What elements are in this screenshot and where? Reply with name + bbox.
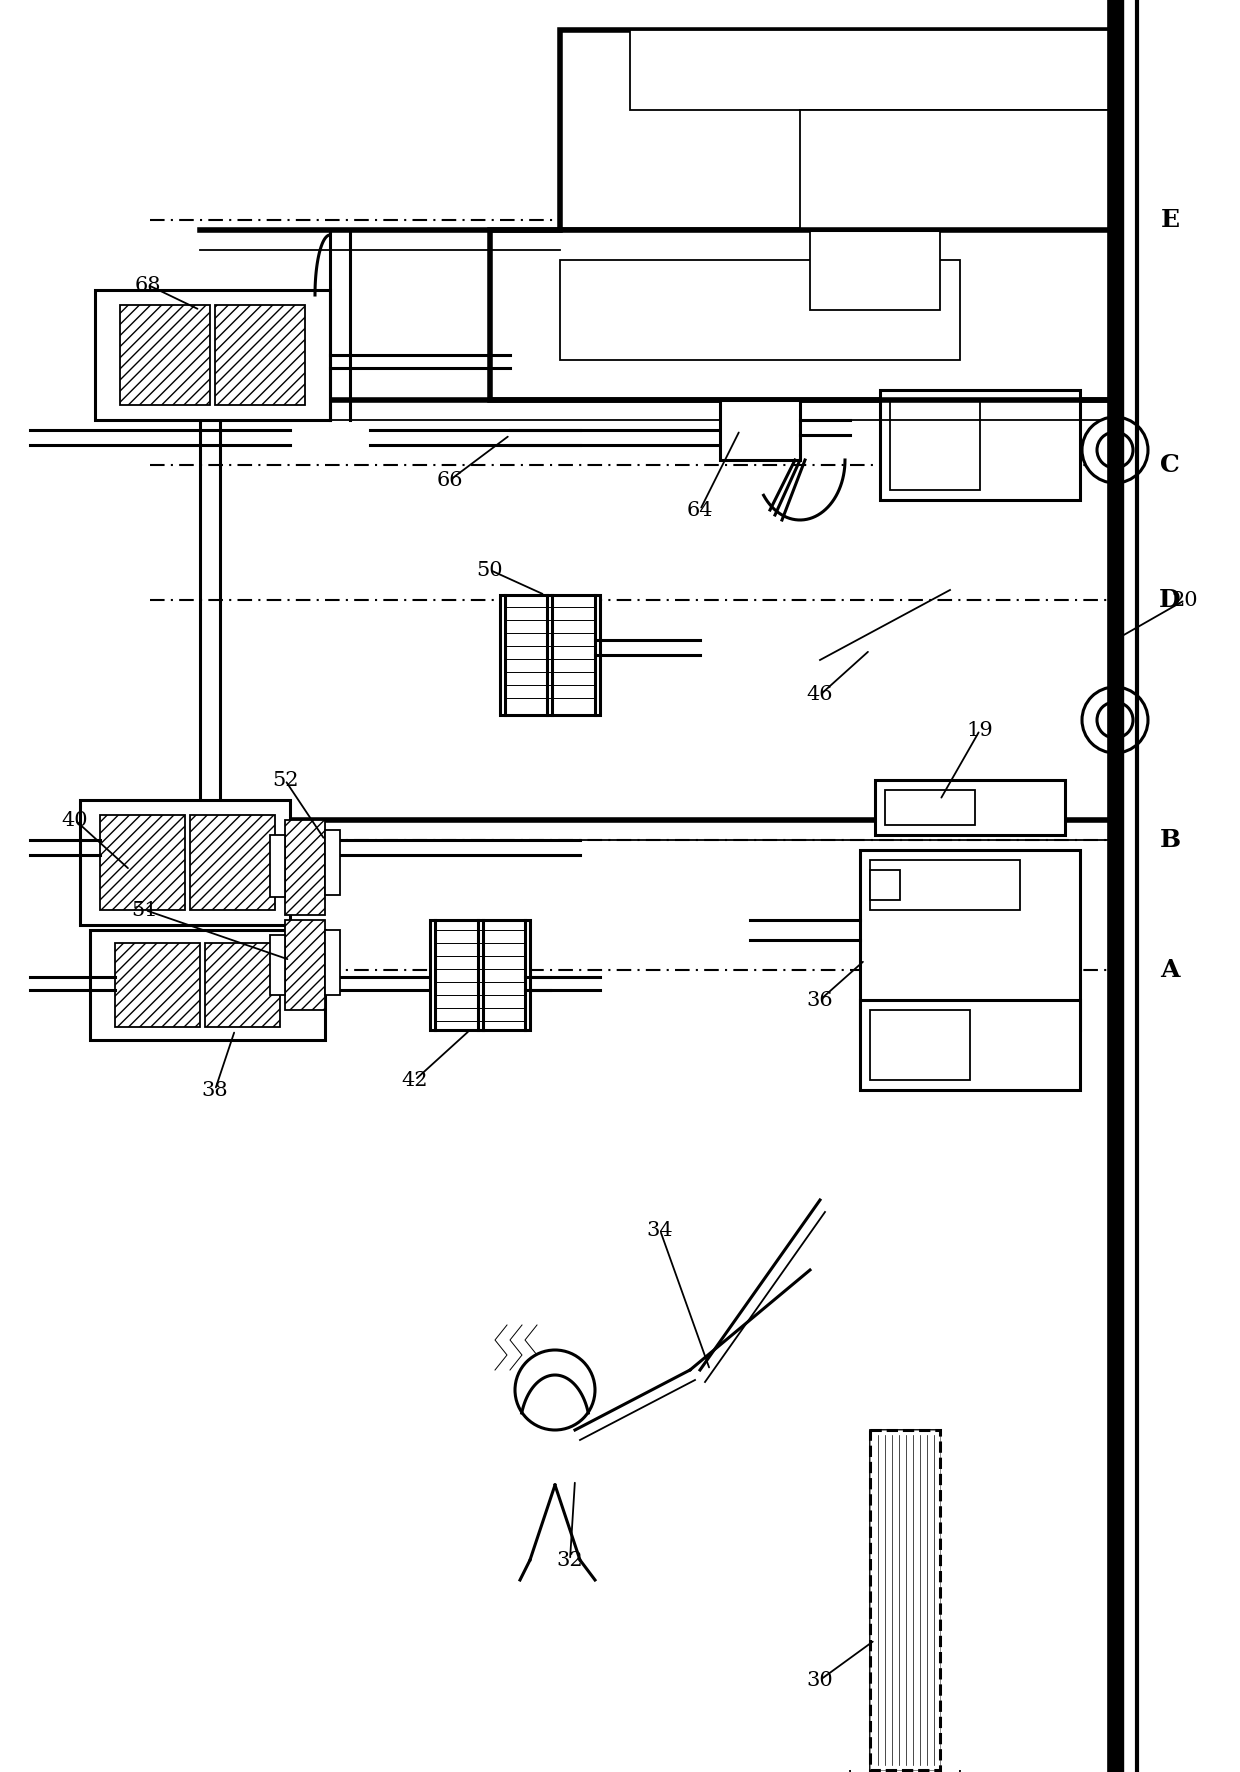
- Bar: [270, 835, 285, 897]
- Text: B: B: [1159, 828, 1180, 852]
- Bar: [100, 815, 185, 911]
- Bar: [870, 859, 1021, 911]
- Bar: [861, 851, 1080, 1030]
- Text: 51: 51: [131, 900, 159, 920]
- Bar: [810, 230, 940, 310]
- Text: 66: 66: [436, 471, 464, 489]
- Text: 30: 30: [807, 1671, 833, 1689]
- Text: E: E: [1161, 207, 1179, 232]
- Text: D: D: [1159, 588, 1180, 611]
- Bar: [720, 400, 800, 461]
- Bar: [560, 260, 960, 360]
- Text: 19: 19: [967, 721, 993, 739]
- Text: 32: 32: [557, 1550, 583, 1570]
- Bar: [215, 305, 305, 406]
- Text: 50: 50: [476, 560, 503, 579]
- Text: C: C: [1161, 454, 1180, 477]
- Text: 64: 64: [687, 500, 713, 519]
- Bar: [630, 30, 1115, 110]
- Bar: [190, 815, 275, 911]
- Bar: [95, 291, 330, 420]
- Circle shape: [515, 1350, 595, 1430]
- Text: 20: 20: [1172, 590, 1198, 610]
- Bar: [115, 943, 200, 1028]
- Bar: [875, 780, 1065, 835]
- Text: A: A: [1161, 959, 1179, 982]
- Circle shape: [1083, 688, 1148, 753]
- Circle shape: [1097, 702, 1133, 737]
- Bar: [285, 820, 325, 914]
- Text: 42: 42: [402, 1070, 428, 1090]
- Bar: [870, 1010, 970, 1079]
- Bar: [500, 595, 600, 714]
- Text: 38: 38: [202, 1081, 228, 1099]
- Bar: [430, 920, 529, 1030]
- Bar: [560, 30, 1115, 230]
- Bar: [120, 305, 210, 406]
- Bar: [870, 870, 900, 900]
- Bar: [325, 930, 340, 996]
- Bar: [800, 110, 1110, 230]
- Bar: [285, 920, 325, 1010]
- Text: 36: 36: [807, 991, 833, 1010]
- Bar: [885, 790, 975, 826]
- Bar: [880, 390, 1080, 500]
- Bar: [205, 943, 280, 1028]
- Text: 34: 34: [647, 1221, 673, 1239]
- Text: 52: 52: [272, 771, 299, 790]
- Bar: [91, 930, 325, 1040]
- Bar: [325, 829, 340, 895]
- Circle shape: [1097, 432, 1133, 468]
- Bar: [270, 936, 285, 996]
- Bar: [870, 1430, 940, 1770]
- Bar: [81, 799, 290, 925]
- Text: 46: 46: [807, 686, 833, 705]
- Bar: [861, 999, 1080, 1090]
- Bar: [490, 230, 1115, 400]
- Circle shape: [1083, 416, 1148, 484]
- Text: 40: 40: [62, 810, 88, 829]
- Text: 68: 68: [135, 275, 161, 294]
- Bar: [890, 400, 980, 491]
- Bar: [870, 1430, 940, 1770]
